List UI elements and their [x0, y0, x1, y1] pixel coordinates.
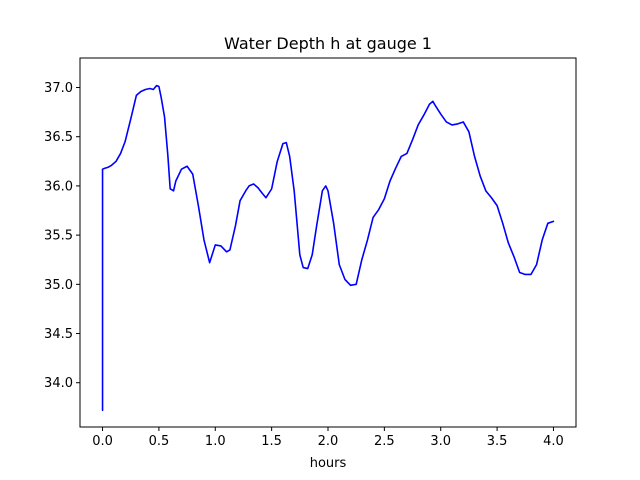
y-axis: 34.0 34.5 35.0 35.5 36.0 36.5 37.0: [44, 81, 80, 391]
y-tick-label: 36.5: [44, 130, 73, 145]
x-axis: 0.0 0.5 1.0 1.5 2.0 2.5 3.0 3.5 4.0: [92, 427, 564, 449]
y-tick-label: 35.0: [44, 278, 73, 293]
x-tick-label: 0.0: [92, 434, 113, 449]
plot-area: [101, 84, 555, 412]
y-tick-label: 34.0: [44, 376, 73, 391]
x-tick-label: 0.5: [149, 434, 170, 449]
axes-frame: [79, 57, 577, 428]
y-tick-label: 36.0: [44, 179, 73, 194]
y-tick-label: 37.0: [44, 81, 73, 96]
series-line-0: [101, 84, 555, 412]
x-tick-label: 3.5: [487, 434, 508, 449]
x-tick-label: 3.0: [430, 434, 451, 449]
x-tick-label: 2.0: [318, 434, 339, 449]
x-tick-label: 4.0: [543, 434, 564, 449]
y-tick-label: 35.5: [44, 229, 73, 244]
x-tick-label: 1.5: [261, 434, 282, 449]
x-tick-label: 2.5: [374, 434, 395, 449]
chart-title: Water Depth h at gauge 1: [224, 34, 432, 53]
x-axis-label: hours: [310, 456, 347, 471]
y-tick-label: 34.5: [44, 327, 73, 342]
x-tick-label: 1.0: [205, 434, 226, 449]
